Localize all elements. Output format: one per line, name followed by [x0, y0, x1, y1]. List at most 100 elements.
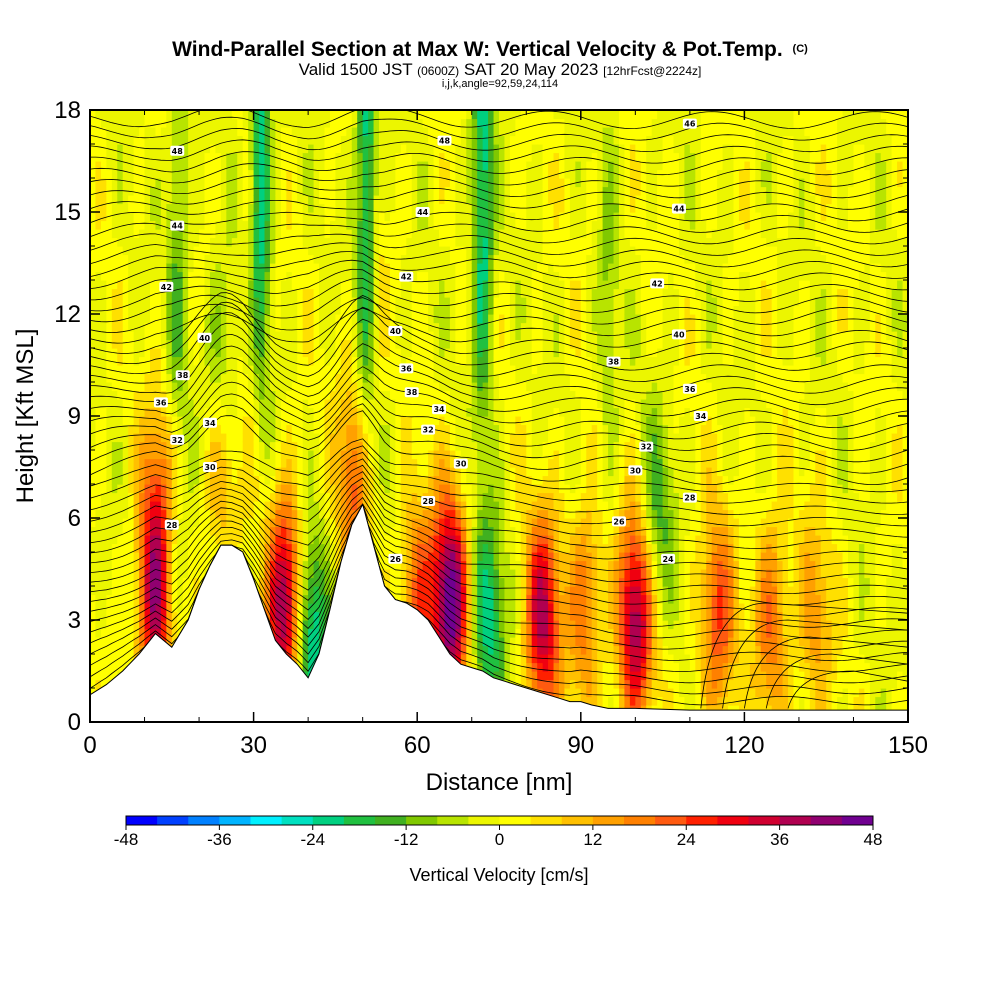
velocity-cell [215, 152, 222, 162]
velocity-cell [149, 424, 157, 434]
velocity-cell [166, 390, 173, 400]
velocity-cell [346, 280, 353, 290]
velocity-cell [428, 152, 435, 162]
velocity-cell [155, 127, 162, 137]
velocity-cell [90, 594, 97, 604]
velocity-cell [313, 229, 320, 239]
velocity-cell [373, 178, 380, 188]
velocity-cell [122, 161, 129, 171]
velocity-cell [215, 458, 222, 468]
velocity-cell [188, 110, 195, 120]
velocity-cell [100, 603, 107, 613]
velocity-cell [209, 492, 217, 502]
velocity-cell [248, 441, 255, 451]
velocity-cell [139, 152, 146, 162]
velocity-cell [411, 492, 418, 502]
velocity-cell [149, 603, 157, 613]
velocity-cell [248, 399, 255, 409]
velocity-cell [95, 433, 102, 443]
velocity-cell [259, 237, 266, 247]
velocity-cell [128, 110, 135, 120]
velocity-cell [444, 254, 451, 264]
velocity-cell [253, 161, 260, 171]
velocity-cell [220, 118, 227, 128]
velocity-cell [357, 314, 364, 324]
velocity-cell [155, 229, 162, 239]
velocity-cell [220, 254, 227, 264]
velocity-cell [248, 135, 255, 145]
velocity-cell [133, 416, 140, 426]
velocity-cell [422, 186, 429, 196]
velocity-cell [237, 331, 244, 341]
velocity-cell [264, 254, 271, 264]
velocity-cell [177, 399, 184, 409]
velocity-cell [422, 484, 429, 494]
velocity-cell [111, 356, 118, 366]
velocity-cell [100, 237, 107, 247]
velocity-cell [242, 441, 249, 451]
velocity-cell [264, 305, 271, 315]
velocity-cell [144, 603, 151, 613]
velocity-cell [111, 492, 118, 502]
velocity-cell [182, 552, 189, 562]
velocity-cell [226, 195, 233, 205]
velocity-cell [302, 135, 309, 145]
velocity-cell [171, 118, 178, 128]
velocity-cell [199, 135, 206, 145]
velocity-cell [171, 569, 178, 579]
velocity-cell [155, 416, 162, 426]
velocity-cell [286, 212, 293, 222]
velocity-cell [117, 144, 124, 154]
velocity-cell [193, 135, 200, 145]
velocity-cell [106, 662, 113, 672]
velocity-cell [122, 441, 129, 451]
velocity-cell [291, 645, 298, 655]
velocity-cell [95, 637, 102, 647]
velocity-cell [100, 246, 107, 256]
velocity-cell [199, 246, 206, 256]
velocity-cell [422, 467, 429, 477]
velocity-cell [100, 407, 107, 417]
velocity-cell [133, 484, 140, 494]
velocity-cell [193, 441, 200, 451]
velocity-cell [286, 288, 293, 298]
velocity-cell [302, 348, 309, 358]
velocity-cell [449, 356, 456, 366]
velocity-cell [297, 127, 304, 137]
velocity-cell [90, 127, 97, 137]
velocity-cell [182, 501, 189, 511]
velocity-cell [182, 195, 189, 205]
velocity-cell [275, 297, 282, 307]
velocity-cell [220, 509, 227, 519]
velocity-cell [95, 237, 102, 247]
velocity-cell [144, 237, 151, 247]
velocity-cell [160, 169, 167, 179]
velocity-cell [122, 263, 129, 273]
velocity-cell [90, 518, 97, 528]
velocity-cell [422, 229, 429, 239]
velocity-cell [139, 144, 146, 154]
velocity-cell [264, 475, 271, 485]
velocity-cell [166, 305, 173, 315]
velocity-cell [248, 254, 255, 264]
velocity-cell [155, 152, 162, 162]
velocity-cell [253, 441, 260, 451]
velocity-cell [302, 127, 309, 137]
velocity-cell [302, 603, 309, 613]
velocity-cell [160, 552, 167, 562]
velocity-cell [144, 178, 151, 188]
velocity-cell [177, 152, 184, 162]
velocity-cell [264, 169, 271, 179]
velocity-cell [139, 339, 146, 349]
velocity-cell [139, 501, 146, 511]
velocity-cell [160, 586, 167, 596]
velocity-cell [231, 501, 238, 511]
velocity-cell [111, 305, 118, 315]
velocity-cell [291, 492, 298, 502]
velocity-cell [428, 246, 435, 256]
velocity-cell [264, 433, 271, 443]
velocity-cell [144, 348, 151, 358]
velocity-cell [340, 161, 347, 171]
velocity-cell [346, 424, 353, 434]
velocity-cell [417, 246, 424, 256]
